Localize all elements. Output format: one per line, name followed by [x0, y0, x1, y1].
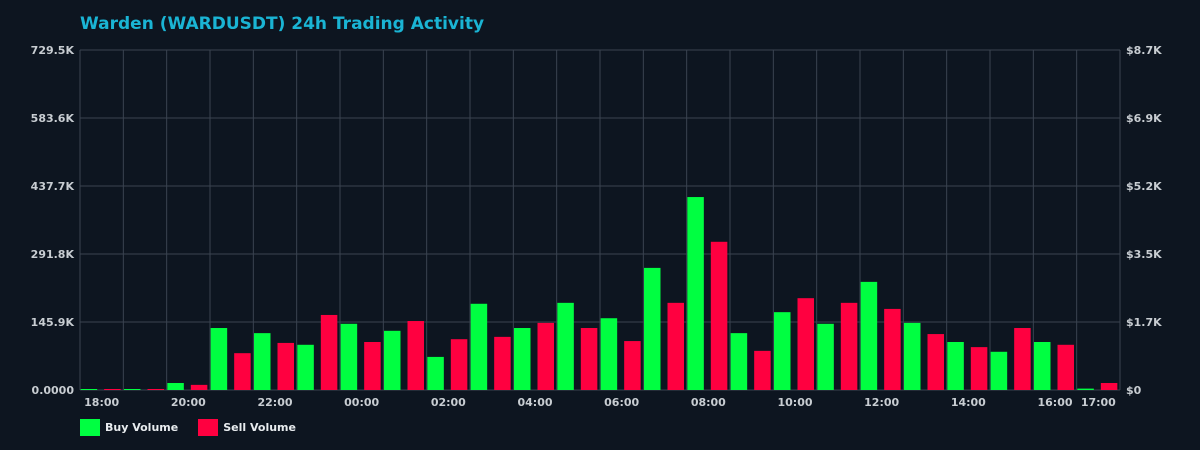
y-axis-right: $0 $1.7K $3.5K $5.2K $6.9K $8.7K — [1126, 44, 1162, 397]
sell-bar[interactable] — [1100, 383, 1118, 390]
buy-bar[interactable] — [947, 341, 964, 390]
sell-bar[interactable] — [624, 341, 641, 390]
buy-bar[interactable] — [514, 328, 531, 390]
buy-bar[interactable] — [687, 197, 704, 390]
x-tick-label: 00:00 — [344, 396, 379, 409]
buy-bar[interactable] — [297, 344, 314, 390]
sell-bar[interactable] — [450, 339, 468, 390]
buy-bar[interactable] — [384, 330, 401, 390]
x-tick-label: 20:00 — [171, 396, 206, 409]
buy-bar[interactable] — [1034, 341, 1051, 390]
x-tick-label: 10:00 — [777, 396, 812, 409]
buy-bar[interactable] — [774, 312, 791, 390]
buy-bar[interactable] — [990, 351, 1008, 390]
legend-label-sell: Sell Volume — [223, 421, 296, 434]
y-tick-left: 729.5K — [31, 44, 75, 57]
buy-bar[interactable] — [860, 281, 878, 390]
sell-bar[interactable] — [147, 389, 165, 390]
sell-bar[interactable] — [364, 341, 381, 390]
buy-swatch-icon — [80, 419, 100, 436]
x-tick-label: 14:00 — [951, 396, 986, 409]
sell-bar[interactable] — [277, 342, 295, 390]
x-tick-label: 06:00 — [604, 396, 639, 409]
buy-bar[interactable] — [80, 389, 98, 390]
sell-bar[interactable] — [754, 350, 771, 390]
legend-item-sell[interactable]: Sell Volume — [198, 419, 296, 436]
sell-bar[interactable] — [580, 328, 598, 390]
bars — [80, 197, 1118, 390]
y-tick-right: $5.2K — [1126, 180, 1162, 193]
y-tick-left: 145.9K — [31, 316, 75, 329]
sell-bar[interactable] — [884, 308, 901, 390]
x-tick-label: 02:00 — [431, 396, 466, 409]
buy-bar[interactable] — [167, 383, 184, 390]
sell-bar[interactable] — [104, 389, 121, 390]
x-tick-label: 12:00 — [864, 396, 899, 409]
buy-bar[interactable] — [557, 302, 574, 390]
legend: Buy Volume Sell Volume — [80, 419, 316, 436]
buy-bar[interactable] — [210, 328, 228, 390]
buy-bar[interactable] — [340, 323, 358, 390]
y-tick-right: $0 — [1126, 384, 1142, 397]
y-tick-left: 291.8K — [31, 248, 75, 261]
sell-bar[interactable] — [1014, 328, 1031, 390]
x-tick-label: 22:00 — [257, 396, 292, 409]
y-tick-left: 437.7K — [31, 180, 75, 193]
grid-lines — [79, 49, 1121, 391]
sell-bar[interactable] — [927, 334, 945, 390]
x-tick-label: 17:00 — [1081, 396, 1116, 409]
y-tick-right: $8.7K — [1126, 44, 1162, 57]
sell-bar[interactable] — [1057, 344, 1075, 390]
x-tick-label: 04:00 — [517, 396, 552, 409]
buy-bar[interactable] — [1077, 388, 1094, 390]
buy-bar[interactable] — [904, 322, 921, 390]
y-tick-right: $6.9K — [1126, 112, 1162, 125]
x-tick-label: 16:00 — [1037, 396, 1072, 409]
chart-title: Warden (WARDUSDT) 24h Trading Activity — [80, 14, 485, 34]
y-tick-right: $1.7K — [1126, 316, 1162, 329]
buy-bar[interactable] — [817, 323, 834, 390]
sell-bar[interactable] — [970, 347, 988, 390]
buy-bar[interactable] — [470, 303, 488, 390]
sell-bar[interactable] — [537, 322, 555, 390]
y-axis-left: 0.0000 145.9K 291.8K 437.7K 583.6K 729.5K — [31, 44, 75, 397]
sell-bar[interactable] — [320, 314, 338, 390]
sell-swatch-icon — [198, 419, 219, 436]
buy-bar[interactable] — [124, 389, 141, 390]
buy-bar[interactable] — [254, 333, 271, 390]
sell-bar[interactable] — [190, 384, 208, 390]
x-axis: 18:00 20:00 22:00 00:00 02:00 04:00 06:00 08:00… — [84, 396, 1116, 409]
sell-bar[interactable] — [494, 336, 511, 390]
sell-bar[interactable] — [667, 302, 685, 390]
legend-item-buy[interactable]: Buy Volume — [80, 419, 178, 436]
sell-bar[interactable] — [840, 302, 858, 390]
x-tick-label: 08:00 — [691, 396, 726, 409]
y-tick-right: $3.5K — [1126, 248, 1162, 261]
buy-bar[interactable] — [730, 333, 748, 390]
x-tick-label: 18:00 — [84, 396, 119, 409]
buy-bar[interactable] — [600, 318, 618, 390]
sell-bar[interactable] — [234, 353, 251, 390]
y-tick-left: 583.6K — [31, 112, 75, 125]
sell-bar[interactable] — [710, 241, 728, 390]
sell-bar[interactable] — [407, 321, 425, 390]
y-tick-left: 0.0000 — [32, 384, 75, 397]
buy-bar[interactable] — [427, 356, 444, 390]
buy-bar[interactable] — [644, 267, 661, 390]
sell-bar[interactable] — [797, 298, 815, 390]
legend-label-buy: Buy Volume — [105, 421, 179, 434]
